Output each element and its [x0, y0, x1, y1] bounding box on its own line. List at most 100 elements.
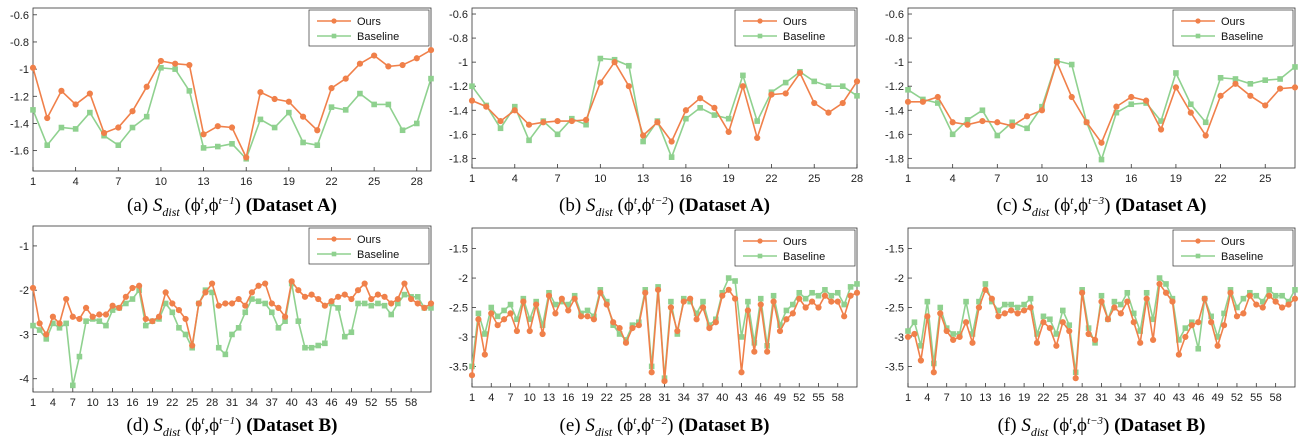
- baseline-point: [186, 88, 193, 94]
- ours-point: [483, 103, 490, 110]
- y-tick-label: -1.4: [10, 118, 29, 130]
- legend-baseline-label: Baseline: [783, 251, 825, 263]
- x-tick-label: 16: [1125, 173, 1137, 185]
- baseline-point: [414, 294, 421, 300]
- baseline-point: [552, 301, 559, 308]
- baseline-point: [30, 322, 36, 329]
- ours-point: [1130, 319, 1137, 326]
- baseline-point: [215, 344, 222, 351]
- baseline-point: [262, 300, 268, 307]
- caption-a: (a) Sdist (ϕt,ϕt−1) (Dataset A): [127, 195, 337, 219]
- ours-point: [1172, 84, 1180, 91]
- ours-point: [751, 348, 758, 355]
- ours-point: [72, 101, 79, 108]
- ours-point: [847, 292, 854, 299]
- baseline-point: [123, 300, 129, 307]
- x-tick-label: 25: [186, 397, 198, 409]
- baseline-point: [357, 90, 363, 97]
- ours-point: [488, 310, 495, 317]
- ours-point: [335, 293, 342, 300]
- ours-point: [1143, 97, 1150, 104]
- ours-point: [86, 90, 93, 97]
- ours-point: [1227, 289, 1234, 296]
- x-tick-label: 7: [944, 392, 950, 404]
- ours-point: [654, 286, 662, 293]
- baseline-point: [1173, 70, 1179, 76]
- caption-part: (ϕ: [1049, 195, 1070, 216]
- baseline-point: [949, 131, 956, 138]
- baseline-point: [361, 300, 368, 307]
- x-tick-label: 10: [594, 173, 606, 185]
- ours-point: [1279, 304, 1286, 311]
- x-tick-label: 55: [812, 392, 824, 404]
- caption-part: (Dataset A): [246, 195, 337, 216]
- x-tick-label: 1: [905, 173, 911, 185]
- series-line-baseline: [471, 57, 858, 160]
- baseline-point: [754, 118, 760, 124]
- baseline-point: [368, 302, 375, 309]
- x-tick-label: 19: [1170, 173, 1182, 185]
- x-tick-label: 7: [994, 173, 1000, 185]
- ours-point: [228, 124, 236, 131]
- ours-point: [839, 99, 846, 107]
- x-tick-label: 7: [554, 173, 560, 185]
- baseline-point: [905, 87, 911, 93]
- ours-point: [1033, 339, 1041, 346]
- ours-point: [142, 315, 149, 323]
- baseline-point: [1143, 289, 1150, 296]
- baseline-point: [1156, 275, 1163, 281]
- ours-point: [590, 316, 598, 323]
- ours-point: [143, 83, 150, 90]
- baseline-point: [322, 340, 328, 347]
- ours-point: [622, 339, 630, 346]
- ours-point: [568, 117, 575, 125]
- y-tick-label: -2.5: [449, 303, 468, 315]
- x-tick-label: 7: [70, 397, 76, 409]
- x-tick-label: 25: [368, 176, 380, 188]
- ours-point: [731, 295, 739, 302]
- ours-point: [680, 298, 687, 305]
- baseline-point: [700, 298, 706, 305]
- ours-point: [725, 286, 732, 293]
- x-tick-label: 31: [658, 392, 670, 404]
- ours-point: [235, 295, 242, 303]
- caption-part: (e): [560, 415, 586, 436]
- ours-point: [640, 132, 647, 139]
- ours-point: [82, 304, 90, 311]
- ours-point: [776, 327, 784, 335]
- caption-part: ,ϕ: [204, 415, 219, 436]
- baseline-point: [72, 126, 79, 132]
- ours-point: [268, 300, 275, 307]
- y-tick-label: -4: [19, 374, 29, 386]
- baseline-point: [1188, 101, 1194, 108]
- ours-point: [764, 348, 771, 355]
- x-tick-label: 13: [197, 176, 209, 188]
- baseline-point: [242, 309, 249, 316]
- baseline-point: [58, 124, 65, 131]
- ours-point: [58, 87, 65, 94]
- baseline-point: [388, 311, 394, 318]
- ours-point: [1201, 295, 1208, 302]
- ours-point: [582, 116, 590, 123]
- baseline-point: [497, 125, 504, 132]
- legend-ours-marker: [757, 18, 763, 24]
- baseline-point: [934, 100, 941, 106]
- baseline-point: [924, 298, 931, 305]
- ours-point: [189, 342, 196, 349]
- caption-b: (b) Sdist (ϕt,ϕt−2) (Dataset A): [559, 195, 770, 219]
- ours-point: [693, 316, 700, 323]
- ours-point: [540, 119, 547, 126]
- baseline-point: [1279, 292, 1285, 299]
- baseline-point: [982, 281, 989, 287]
- x-tick-label: 55: [1250, 392, 1262, 404]
- ours-point: [214, 123, 221, 130]
- ours-point: [162, 289, 169, 296]
- caption-part: S: [586, 195, 596, 216]
- baseline-point: [1266, 287, 1273, 293]
- x-tick-label: 4: [924, 392, 930, 404]
- ours-point: [924, 313, 931, 320]
- ours-point: [228, 300, 236, 307]
- baseline-point: [1253, 292, 1260, 299]
- ours-point: [1291, 295, 1299, 302]
- ours-point: [468, 97, 476, 104]
